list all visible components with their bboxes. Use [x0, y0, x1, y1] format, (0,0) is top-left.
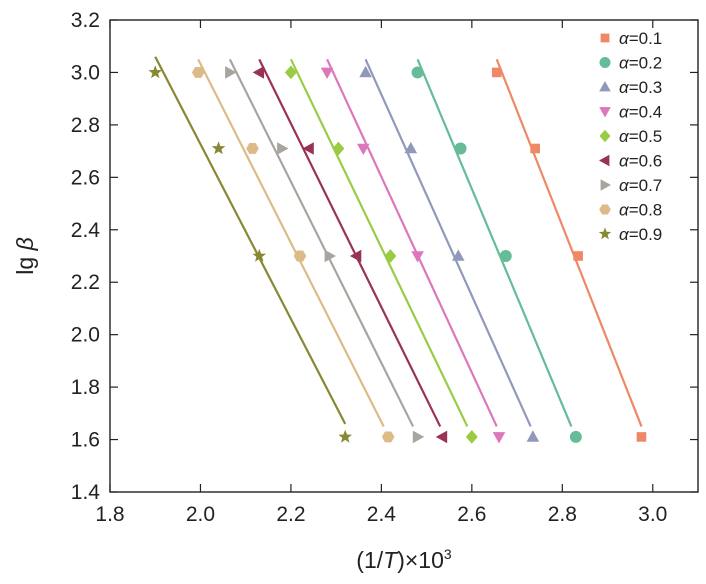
legend: α=0.1 α=0.2 α=0.3 α=0.4 α=0.5 α=0.6 α=0.7 α=0.8… — [598, 29, 662, 244]
data-point — [332, 141, 345, 156]
x-tick-label: 2.4 — [367, 503, 397, 526]
y-tick-label: 2.6 — [71, 166, 100, 189]
data-point — [599, 57, 611, 68]
data-point — [530, 143, 540, 154]
data-point — [569, 430, 582, 443]
x-tick-label: 2.8 — [548, 503, 577, 526]
data-point — [359, 65, 372, 78]
data-point — [225, 66, 237, 79]
data-point — [599, 129, 611, 143]
data-point — [452, 249, 465, 261]
data-point — [324, 249, 336, 263]
fit-line — [197, 58, 385, 427]
data-point — [252, 66, 265, 79]
data-point — [349, 249, 362, 263]
y-axis-title: lg β — [12, 237, 38, 274]
fit-line — [364, 58, 532, 427]
data-point — [411, 66, 424, 79]
data-point — [302, 142, 314, 155]
data-point — [465, 430, 478, 444]
fit-line — [289, 58, 469, 427]
fit-line — [326, 58, 498, 427]
fit-line — [228, 58, 415, 427]
data-point — [412, 430, 425, 444]
markers — [148, 65, 647, 444]
legend-label: α=0.3 — [619, 78, 662, 97]
data-point — [404, 141, 418, 154]
y-tick-label: 3.0 — [71, 61, 100, 84]
y-tick-label: 3.2 — [71, 9, 100, 32]
legend-label: α=0.6 — [619, 152, 662, 171]
fit-line — [495, 58, 643, 427]
legend-label: α=0.7 — [619, 176, 662, 195]
legend-label: α=0.1 — [619, 29, 662, 48]
y-tick-label: 1.4 — [71, 481, 101, 504]
data-point — [435, 430, 448, 444]
fit-line — [154, 56, 347, 425]
y-tick-label: 2.4 — [71, 219, 101, 242]
plot-frame — [109, 19, 699, 493]
data-point — [491, 67, 502, 78]
data-point — [526, 430, 540, 442]
data-point — [636, 432, 647, 442]
legend-label: α=0.2 — [619, 54, 662, 73]
data-point — [599, 107, 611, 118]
data-point — [454, 142, 467, 155]
data-point — [284, 65, 297, 80]
data-point — [246, 143, 259, 154]
x-tick-label: 2.2 — [276, 503, 305, 526]
fit-line — [416, 58, 573, 427]
data-point — [211, 141, 226, 155]
data-point — [573, 251, 583, 261]
x-tick-label: 2.0 — [186, 503, 215, 526]
legend-label: α=0.8 — [619, 201, 662, 220]
x-tick-label: 2.6 — [457, 503, 486, 526]
data-point — [600, 179, 611, 191]
data-point — [357, 143, 370, 156]
legend-label: α=0.5 — [619, 127, 662, 146]
data-point — [492, 432, 506, 444]
y-tick-label: 2.8 — [71, 114, 100, 137]
legend-label: α=0.9 — [619, 225, 662, 244]
y-tick-label: 2.0 — [71, 324, 100, 347]
data-point — [191, 67, 205, 78]
x-tick-label: 1.8 — [95, 503, 124, 526]
data-point — [600, 33, 610, 43]
y-tick-label: 1.6 — [71, 429, 100, 452]
data-point — [338, 429, 352, 443]
data-point — [381, 431, 395, 443]
axes: 1.8 2.0 2.2 2.4 2.6 2.8 3.0 1.4 1.6 1.8 2.0 2.2 2.4 2… — [71, 9, 699, 526]
data-point — [411, 251, 424, 263]
fit-line — [258, 58, 442, 427]
data-point — [293, 250, 307, 262]
legend-label: α=0.4 — [619, 103, 662, 122]
data-point — [252, 248, 267, 262]
fit-lines — [154, 56, 643, 427]
data-point — [320, 67, 334, 79]
data-point — [277, 142, 289, 155]
data-point — [499, 250, 512, 262]
data-point — [384, 249, 397, 263]
data-point — [598, 227, 612, 240]
data-point — [599, 81, 611, 92]
data-point — [148, 65, 163, 79]
data-point — [599, 154, 610, 167]
y-tick-label: 1.8 — [71, 376, 100, 399]
x-tick-label: 3.0 — [638, 503, 667, 526]
data-point — [599, 204, 611, 215]
y-tick-label: 2.2 — [71, 271, 100, 294]
x-axis-title: (1/T)×103 — [356, 546, 452, 573]
